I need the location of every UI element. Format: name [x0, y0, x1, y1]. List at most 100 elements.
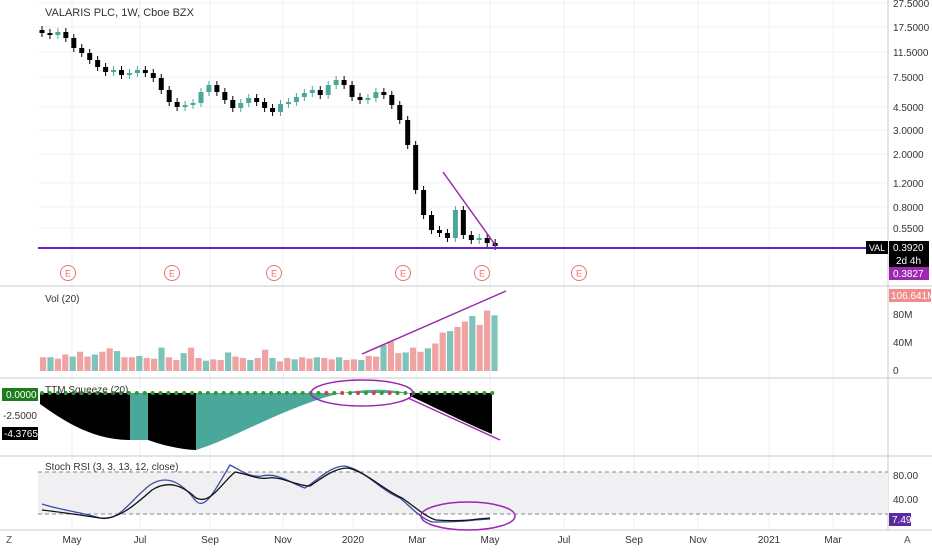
rsi-scale-40: 40.00: [893, 495, 918, 506]
volume-bar: [180, 353, 187, 371]
earnings-marker-label: E: [271, 269, 277, 279]
volume-bar: [158, 347, 165, 371]
earnings-marker[interactable]: [571, 265, 587, 281]
volume-bar: [239, 357, 246, 371]
trendline-price[interactable]: [442, 171, 497, 247]
earnings-marker[interactable]: [474, 265, 490, 281]
earnings-marker[interactable]: [164, 265, 180, 281]
volume-bar: [247, 360, 254, 371]
chart-title: VALARIS PLC, 1W, Cboe BZX: [45, 7, 195, 19]
candle-body: [325, 85, 331, 95]
time-axis[interactable]: May Jul Sep Nov 2020 Mar May Jul Sep Nov 2021 Mar: [63, 535, 843, 546]
trendline-ttm[interactable]: [407, 397, 501, 441]
time-axis-label: 2021: [758, 535, 781, 546]
price-scale-label: 1.2000: [893, 179, 924, 190]
volume-bar: [395, 353, 402, 371]
auto-scale-button[interactable]: A: [904, 535, 911, 546]
ttm-zero-text: 0.0000: [6, 390, 37, 401]
volume-bar: [128, 357, 135, 371]
time-axis-label: 2020: [342, 535, 365, 546]
vol-badge: [889, 289, 931, 302]
price-scale-label: 3.0000: [893, 126, 924, 137]
ttm-bar-positive: [196, 389, 410, 450]
time-axis-label: May: [481, 535, 500, 546]
stoch-rsi: [41, 464, 491, 523]
squeeze-dot: [79, 391, 84, 395]
time-axis-label: Sep: [201, 535, 219, 546]
volume-bar: [188, 347, 195, 371]
squeeze-dot: [63, 391, 68, 395]
volume-bar: [491, 315, 498, 371]
volume-bar: [136, 355, 143, 371]
squeeze-dot: [142, 391, 147, 395]
squeeze-dot: [245, 391, 250, 395]
candle-body: [270, 108, 276, 112]
squeeze-dot: [340, 391, 345, 395]
low-price-text: 0.3827: [893, 269, 924, 280]
time-axis-label: Sep: [625, 535, 643, 546]
candle-body: [397, 105, 403, 120]
volume-bar: [380, 344, 387, 371]
squeeze-dot: [158, 391, 163, 395]
ttm-scale-label: -2.5000: [3, 411, 37, 422]
volume-bar: [336, 357, 343, 371]
candle-body: [429, 215, 435, 230]
candle-body: [278, 104, 283, 112]
candle-body: [103, 67, 109, 72]
vol-scale-40: 40M: [893, 338, 912, 349]
candle-body: [238, 103, 244, 108]
ttm-label: TTM Squeeze (20): [45, 385, 128, 396]
squeeze-dot: [198, 391, 202, 395]
candle-body: [484, 238, 490, 243]
candle-body: [421, 190, 427, 215]
squeeze-dot: [435, 391, 439, 395]
candle-body: [444, 233, 450, 238]
volume-bar: [91, 354, 98, 371]
candle-body: [95, 60, 101, 67]
candle-body: [254, 98, 260, 102]
earnings-marker-label: E: [400, 269, 406, 279]
volume-bars: [40, 310, 498, 371]
candle-body: [476, 238, 482, 240]
candle-body: [79, 48, 85, 53]
earnings-marker[interactable]: [60, 265, 76, 281]
squeeze-dot: [111, 391, 116, 395]
squeeze-dot: [47, 391, 52, 395]
candle-body: [317, 90, 323, 95]
volume-bar: [350, 359, 357, 371]
last-price-badge: [889, 241, 929, 254]
price-scale[interactable]: 27.5000 17.5000 11.5000 7.5000 4.5000 3.0000 2…: [893, 0, 930, 235]
squeeze-dot: [71, 391, 76, 395]
trendline-volume[interactable]: [361, 290, 507, 355]
candle-body: [293, 97, 299, 102]
squeeze-dot: [427, 391, 432, 395]
stoch-d-line: [41, 467, 491, 522]
zoom-button[interactable]: Z: [6, 535, 12, 546]
earnings-marker[interactable]: [266, 265, 282, 281]
volume-bar: [47, 357, 54, 371]
squeeze-dot: [292, 391, 297, 395]
candle-body: [460, 210, 466, 235]
earnings-marker[interactable]: [395, 265, 411, 281]
volume-bar: [232, 356, 239, 371]
rsi-highlight-circle[interactable]: [420, 501, 516, 531]
symbol-badge: [866, 241, 888, 254]
time-axis-label: May: [63, 535, 82, 546]
squeeze-dot: [269, 391, 274, 395]
rsi-scale-80: 80.00: [893, 471, 918, 482]
countdown-badge: [889, 254, 929, 267]
squeeze-dot: [229, 391, 234, 395]
ttm-highlight-circle[interactable]: [310, 379, 414, 407]
squeeze-dot: [277, 391, 281, 395]
squeeze-dot: [174, 391, 179, 395]
volume-bar: [210, 359, 217, 371]
candle-body: [150, 73, 156, 78]
squeeze-dot: [126, 391, 131, 395]
squeeze-dot: [134, 391, 139, 395]
squeeze-dot: [324, 391, 329, 395]
low-price-badge: [889, 267, 929, 280]
time-axis-label: Jul: [558, 535, 571, 546]
volume-bar: [269, 357, 276, 371]
price-scale-label: 2.0000: [893, 150, 924, 161]
